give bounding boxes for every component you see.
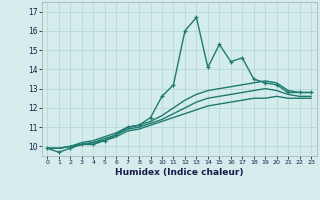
X-axis label: Humidex (Indice chaleur): Humidex (Indice chaleur) [115, 168, 244, 177]
